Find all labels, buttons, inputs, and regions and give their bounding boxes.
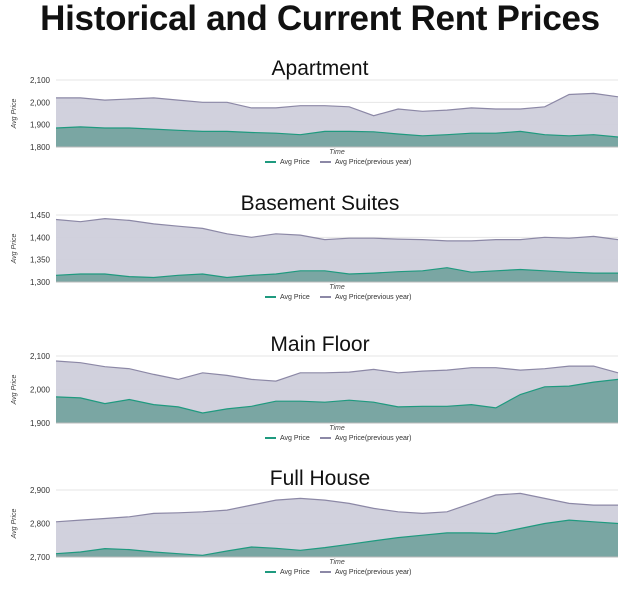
chart-title: Full House bbox=[270, 467, 370, 490]
y-axis-label: Avg Price bbox=[11, 508, 18, 539]
y-axis-label: Avg Price bbox=[11, 98, 18, 129]
legend-label: Avg Price(previous year) bbox=[335, 294, 412, 301]
previous-year-line bbox=[56, 92, 619, 117]
y-tick-label: 1,900 bbox=[30, 419, 51, 428]
previous-year-line bbox=[55, 360, 619, 382]
y-tick-label: 1,450 bbox=[30, 211, 51, 220]
y-tick-label: 2,900 bbox=[30, 486, 51, 495]
chart-title: Main Floor bbox=[270, 333, 369, 356]
current-area bbox=[56, 520, 618, 557]
legend-label: Avg Price bbox=[280, 569, 310, 576]
y-tick-label: 2,100 bbox=[30, 76, 51, 85]
current-line bbox=[55, 126, 619, 138]
previous-year-line bbox=[55, 217, 619, 242]
current-line bbox=[55, 378, 619, 414]
y-tick-label: 2,800 bbox=[30, 520, 51, 529]
previous-year-line bbox=[55, 492, 618, 523]
y-tick-label: 1,350 bbox=[30, 256, 51, 265]
y-axis-label: Avg Price bbox=[11, 374, 18, 405]
y-tick-label: 1,800 bbox=[30, 143, 51, 152]
legend: Avg Price Avg Price(previous year) bbox=[265, 159, 412, 166]
previous-year-area bbox=[56, 218, 618, 282]
y-tick-label: 1,900 bbox=[30, 121, 51, 130]
chart-title: Apartment bbox=[272, 57, 369, 80]
current-line bbox=[55, 267, 618, 279]
y-tick-label: 2,000 bbox=[30, 98, 51, 107]
y-tick-label: 2,000 bbox=[30, 386, 51, 395]
x-axis-label: Time bbox=[329, 559, 345, 566]
current-area bbox=[56, 267, 618, 282]
y-tick-label: 2,700 bbox=[30, 553, 51, 562]
chart-full-house: Full House 2,700 2,800 2,900 Avg Price Time Av… bbox=[11, 467, 619, 576]
y-tick-label: 2,100 bbox=[30, 352, 51, 361]
current-area bbox=[56, 126, 618, 147]
current-line bbox=[55, 519, 619, 556]
chart-title: Basement Suites bbox=[241, 192, 400, 215]
legend-label: Avg Price(previous year) bbox=[335, 435, 412, 442]
x-axis-label: Time bbox=[329, 149, 345, 156]
y-tick-label: 1,400 bbox=[30, 233, 51, 242]
legend: Avg Price Avg Price(previous year) bbox=[265, 294, 412, 301]
legend: Avg Price Avg Price(previous year) bbox=[265, 569, 412, 576]
legend-label: Avg Price bbox=[280, 294, 310, 301]
x-axis-label: Time bbox=[329, 425, 345, 432]
chart-basement-suites: Basement Suites 1,300 1,350 1,400 1,450 Avg P… bbox=[11, 192, 619, 301]
legend: Avg Price Avg Price(previous year) bbox=[265, 435, 412, 442]
y-tick-label: 1,300 bbox=[30, 278, 51, 287]
chart-main-floor: Main Floor 1,900 2,000 2,100 Avg Price Time Av… bbox=[11, 333, 619, 442]
legend-label: Avg Price bbox=[280, 435, 310, 442]
y-axis-label: Avg Price bbox=[11, 233, 18, 264]
page-title: Historical and Current Rent Prices bbox=[40, 0, 600, 38]
chart-apartment: Apartment 1,800 1,900 2,000 2,100 Avg Price Ti… bbox=[11, 57, 619, 166]
legend-label: Avg Price(previous year) bbox=[335, 569, 412, 576]
legend-label: Avg Price(previous year) bbox=[335, 159, 412, 166]
legend-label: Avg Price bbox=[280, 159, 310, 166]
x-axis-label: Time bbox=[329, 284, 345, 291]
